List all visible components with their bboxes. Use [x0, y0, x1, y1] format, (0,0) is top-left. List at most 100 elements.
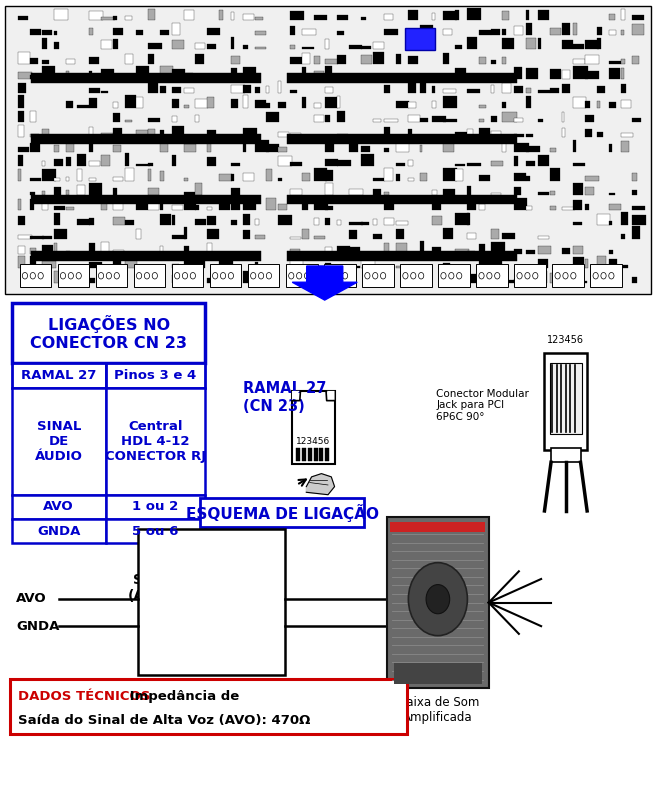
Bar — [113, 102, 117, 108]
Bar — [585, 204, 590, 210]
Text: 123456: 123456 — [547, 335, 584, 345]
Bar — [384, 218, 394, 225]
Bar — [231, 174, 234, 181]
Bar — [337, 54, 346, 64]
Bar — [290, 250, 300, 254]
Bar — [243, 85, 251, 93]
Text: GNDA: GNDA — [37, 525, 81, 538]
Bar — [479, 258, 492, 268]
Text: 5 ou 6: 5 ou 6 — [133, 525, 178, 538]
Bar — [491, 60, 496, 64]
Bar — [89, 28, 93, 35]
Bar — [18, 200, 21, 210]
Bar — [231, 188, 240, 195]
Bar — [400, 264, 432, 287]
Bar — [231, 12, 234, 20]
Bar — [30, 143, 40, 152]
Bar — [514, 26, 523, 35]
Bar — [585, 130, 592, 137]
Bar — [384, 127, 390, 137]
Bar — [148, 188, 159, 195]
Bar — [337, 15, 348, 20]
Bar — [550, 363, 582, 434]
Bar — [621, 59, 625, 64]
Bar — [502, 142, 506, 152]
Bar — [134, 264, 165, 287]
Bar — [77, 154, 85, 166]
Bar — [231, 163, 239, 166]
Bar — [195, 261, 205, 268]
Bar — [597, 101, 600, 108]
Bar — [443, 169, 457, 181]
Bar — [420, 241, 424, 254]
Bar — [138, 529, 285, 675]
Bar — [12, 388, 106, 495]
Bar — [266, 199, 276, 210]
Bar — [609, 102, 616, 108]
Bar — [18, 111, 24, 122]
Bar — [278, 147, 287, 152]
Bar — [314, 114, 324, 122]
Bar — [278, 178, 282, 181]
Bar — [325, 59, 338, 64]
Bar — [467, 74, 481, 79]
Bar — [172, 235, 186, 239]
Bar — [455, 249, 468, 254]
Bar — [384, 85, 390, 93]
Bar — [337, 265, 346, 268]
Bar — [18, 169, 22, 181]
Bar — [42, 260, 56, 268]
Bar — [314, 71, 324, 79]
Bar — [172, 155, 176, 166]
Bar — [420, 46, 428, 49]
Bar — [290, 27, 295, 35]
Bar — [514, 135, 523, 137]
Bar — [243, 141, 247, 152]
Bar — [66, 101, 73, 108]
Bar — [42, 38, 47, 49]
Bar — [243, 95, 247, 108]
Bar — [113, 203, 123, 210]
Bar — [89, 127, 92, 137]
Bar — [54, 187, 60, 195]
Bar — [597, 214, 609, 225]
Bar — [287, 134, 517, 144]
Bar — [184, 178, 188, 181]
Bar — [172, 116, 176, 122]
Bar — [125, 220, 134, 225]
Bar — [384, 168, 392, 181]
Bar — [101, 69, 114, 79]
Bar — [597, 256, 606, 268]
Bar — [609, 144, 613, 152]
Bar — [373, 189, 380, 195]
Bar — [467, 251, 476, 254]
Bar — [349, 230, 357, 239]
Bar — [314, 265, 327, 268]
Bar — [195, 115, 199, 122]
Circle shape — [441, 272, 446, 279]
Bar — [77, 185, 85, 195]
Text: Caixa de Som
Amplificada: Caixa de Som Amplificada — [398, 696, 479, 724]
Bar — [384, 243, 388, 254]
Bar — [562, 207, 575, 210]
Bar — [136, 229, 141, 239]
Bar — [302, 67, 306, 79]
Bar — [42, 161, 45, 166]
Circle shape — [525, 272, 530, 279]
Bar — [113, 260, 121, 268]
Bar — [290, 57, 302, 64]
Bar — [172, 264, 179, 268]
Bar — [136, 201, 148, 210]
Bar — [231, 99, 238, 108]
Bar — [54, 272, 60, 283]
Bar — [255, 17, 263, 20]
Bar — [609, 272, 619, 283]
Bar — [538, 10, 549, 20]
Bar — [66, 251, 70, 254]
Bar — [255, 234, 265, 239]
Bar — [18, 15, 28, 20]
Bar — [420, 80, 426, 93]
Bar — [106, 519, 205, 543]
Circle shape — [228, 272, 234, 279]
Circle shape — [457, 272, 462, 279]
